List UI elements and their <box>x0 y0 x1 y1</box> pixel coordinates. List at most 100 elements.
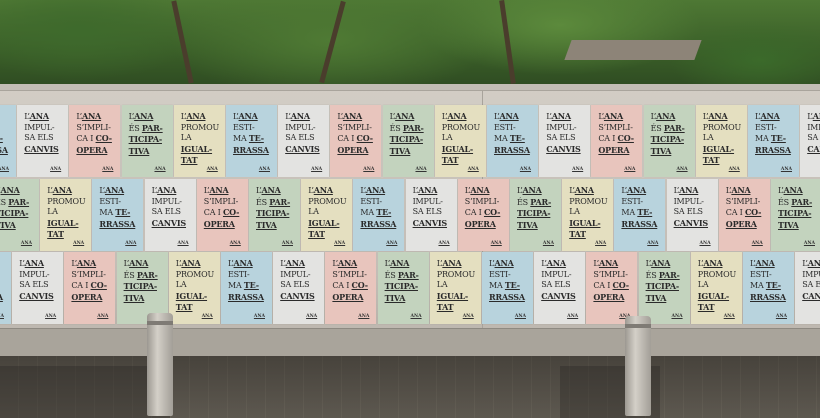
poster-text: L’ <box>750 259 756 268</box>
poster-logo: ANA <box>102 167 114 172</box>
poster-line: IMPUL- <box>285 123 329 134</box>
poster-logo: ANA <box>490 241 502 246</box>
poster-line: CA I CO- <box>71 280 115 292</box>
poster-text: LA <box>436 280 448 289</box>
poster-text: L’ <box>180 112 187 121</box>
poster-line: MA TE- <box>0 280 11 292</box>
poster-line: PROMOU <box>569 197 613 208</box>
poster-text: IMPUL- <box>19 269 50 279</box>
poster-text: IMPUL- <box>24 122 55 132</box>
poster-text: PROMOU <box>697 269 737 279</box>
poster-text: OPERA <box>598 144 630 155</box>
poster-text: L’ <box>280 259 286 268</box>
poster-text: TIVA <box>128 145 150 156</box>
poster-text: S’IMPLI- <box>76 122 111 132</box>
poster-text: L’ <box>308 186 314 195</box>
poster-line: IMPUL- <box>546 123 590 134</box>
poster-logo: ANA <box>97 314 109 319</box>
poster-text: SA ELS <box>541 280 571 289</box>
poster-text: IMPUL- <box>673 196 704 206</box>
poster-text: ANA <box>755 258 775 268</box>
poster-text: SA ELS <box>807 133 820 142</box>
poster-text: CANVIS <box>285 143 320 154</box>
poster-text: ANA <box>603 111 624 121</box>
poster-line: TICIPA- <box>517 208 561 220</box>
poster-text: TAT <box>441 155 459 165</box>
poster-text: IMPUL- <box>151 196 182 206</box>
poster-line: IGUAL- <box>569 218 613 230</box>
poster-line: OPERA <box>593 292 637 304</box>
poster-line: TICIPA- <box>651 134 695 146</box>
poster-text: IMPUL- <box>280 269 311 279</box>
poster-line: L’ANA <box>569 185 613 197</box>
poster-text: IMPUL- <box>285 122 316 132</box>
poster-line: L’ANA <box>332 258 376 270</box>
poster-text: L’ <box>19 259 25 268</box>
poster-line: L’ANA <box>233 111 277 123</box>
poster-text: L’ <box>151 186 158 195</box>
poster-line: CANVIS <box>541 291 585 303</box>
poster-line: ESTI- <box>0 123 16 134</box>
poster-line: LA <box>437 280 481 291</box>
poster-text: L’ <box>389 112 396 121</box>
poster-text: CO- <box>222 207 240 217</box>
poster-line: TICIPA- <box>256 208 300 220</box>
poster-text: LA <box>175 280 187 289</box>
poster-text: TAT <box>308 229 325 239</box>
poster-line: L’ANA <box>541 258 585 270</box>
poster-text: CANVIS <box>280 290 315 301</box>
poster-line: IMPUL- <box>24 123 68 134</box>
poster-line: SA ELS <box>546 133 590 144</box>
poster-text: IMPUL- <box>807 122 820 132</box>
poster-line: CANVIS <box>674 218 718 230</box>
poster-text: TIVA <box>0 219 16 230</box>
poster-logo: ANA <box>0 314 4 319</box>
poster-logo: ANA <box>281 241 293 246</box>
poster-line: ÉS PAR- <box>517 197 561 209</box>
poster-text: ÉS <box>517 197 531 207</box>
poster-line: ÉS PAR- <box>256 197 300 209</box>
poster-text: ÉS <box>389 123 403 133</box>
poster-text: CA I <box>725 208 745 217</box>
poster-text: L’ <box>673 186 680 195</box>
poster-line: L’ANA <box>76 111 120 123</box>
poster-text: TIVA <box>778 219 799 230</box>
poster-text: TE- <box>248 133 264 143</box>
poster-text: IMPUL- <box>546 122 577 132</box>
poster-text: ANA <box>390 258 410 268</box>
poster-line: IMPUL- <box>152 197 196 208</box>
poster-line: CANVIS <box>152 218 196 230</box>
poster-text: OPERA <box>71 291 103 302</box>
poster-line: PROMOU <box>308 197 352 208</box>
poster-text: TAT <box>702 155 720 165</box>
poster-line: L’ANA <box>24 111 68 123</box>
poster-line: CANVIS <box>280 291 324 303</box>
poster-line: PROMOU <box>703 123 747 134</box>
poster-text: TIVA <box>123 292 145 303</box>
poster-text: IGUAL- <box>436 290 469 301</box>
poster-implica: L’ANA S’IMPLI- CA I CO- OPERA ANA <box>64 252 116 324</box>
poster-logo: ANA <box>467 167 479 172</box>
poster-text: L’ <box>128 112 135 121</box>
poster-line: IGUAL- <box>181 144 225 156</box>
poster-logo: ANA <box>699 241 711 246</box>
poster-logo: ANA <box>595 241 607 246</box>
poster-text: ANA <box>760 111 780 121</box>
poster-text: PAR- <box>269 196 291 207</box>
poster-text: ÉS <box>778 197 792 207</box>
poster-text: L’ <box>256 186 262 195</box>
poster-implica: L’ANA S’IMPLI- CA I CO- OPERA ANA <box>196 179 248 251</box>
poster-implica: L’ANA S’IMPLI- CA I CO- OPERA ANA <box>718 179 770 251</box>
poster-igualtat: L’ANA PROMOU LA IGUAL- TAT ANA <box>173 105 225 177</box>
